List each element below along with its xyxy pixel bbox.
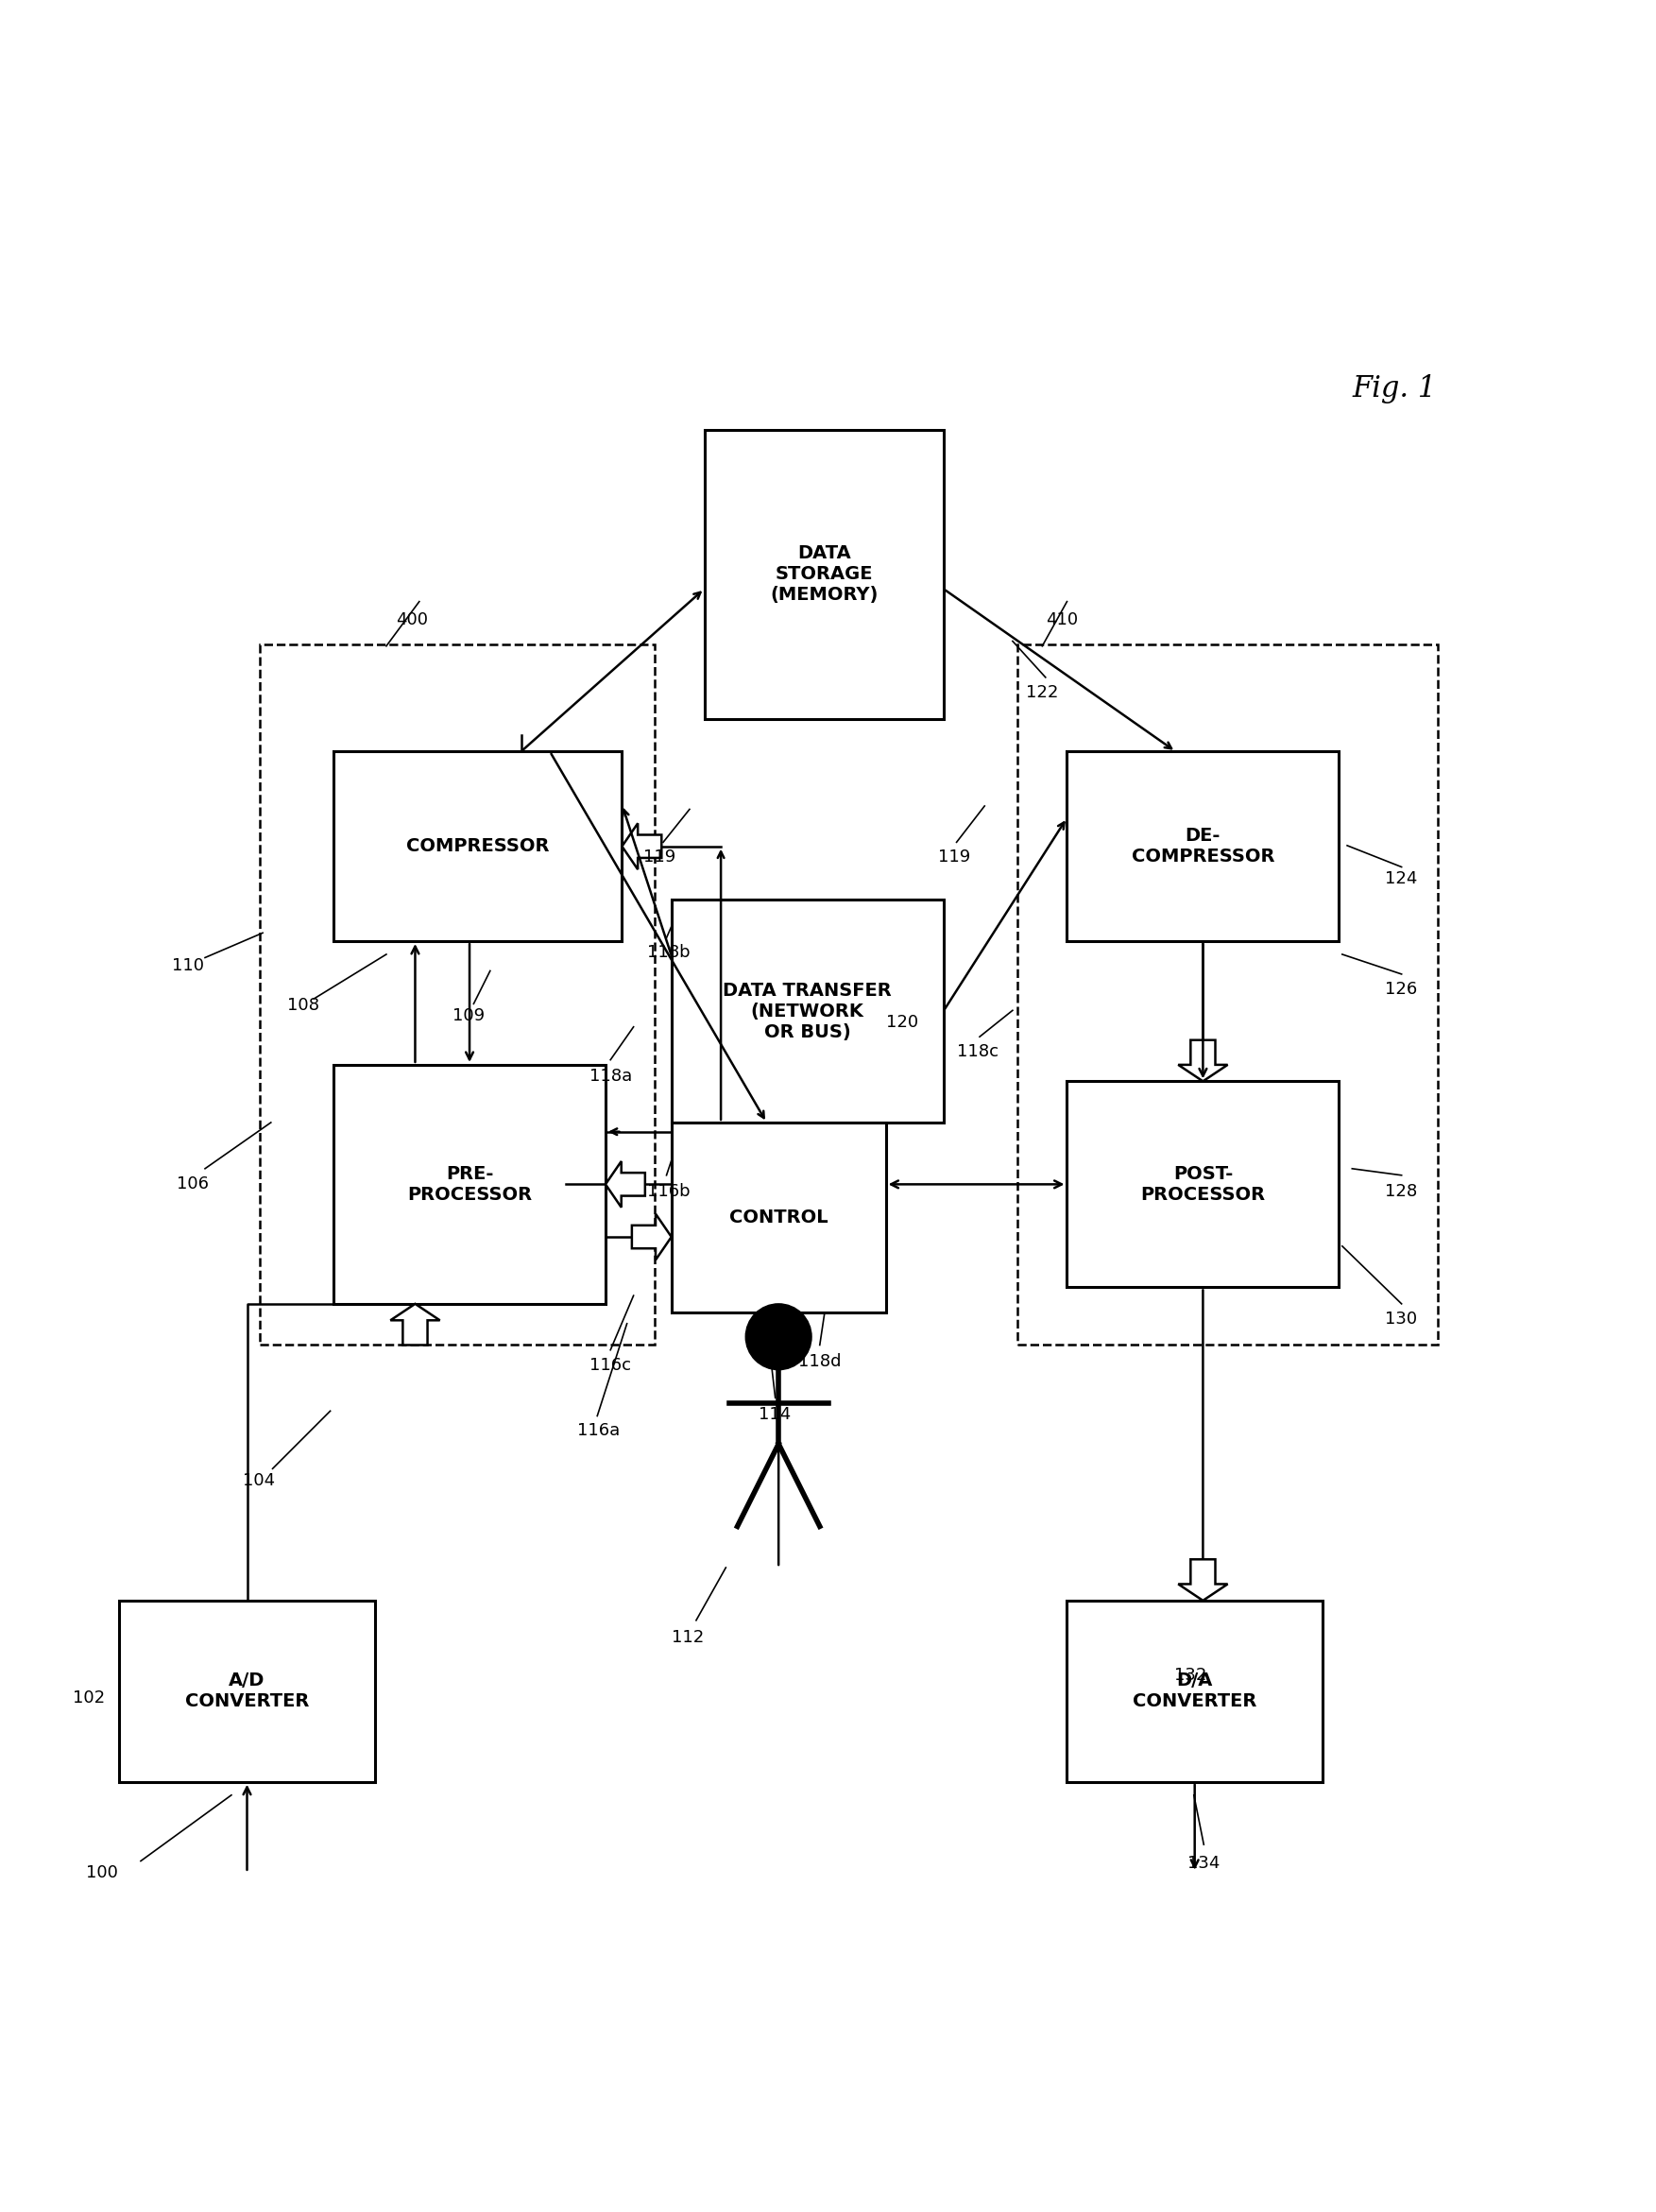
Bar — [1017, 644, 1437, 1345]
Text: 112: 112 — [671, 1628, 704, 1646]
Text: D/A
CONVERTER: D/A CONVERTER — [1133, 1672, 1257, 1710]
Text: 116a: 116a — [578, 1422, 621, 1440]
Polygon shape — [391, 1303, 440, 1345]
Text: 119: 119 — [939, 849, 970, 865]
Text: 102: 102 — [73, 1690, 106, 1705]
Text: Fig. 1: Fig. 1 — [1351, 374, 1436, 405]
Polygon shape — [633, 1214, 671, 1261]
Bar — [333, 752, 623, 940]
Bar — [1066, 752, 1340, 940]
Bar — [671, 900, 944, 1121]
Bar — [1066, 1601, 1323, 1783]
Text: 124: 124 — [1384, 869, 1418, 887]
Text: COMPRESSOR: COMPRESSOR — [406, 838, 550, 856]
Text: 118c: 118c — [957, 1044, 999, 1060]
Polygon shape — [606, 1161, 646, 1208]
Bar — [704, 429, 944, 719]
Text: 126: 126 — [1384, 980, 1418, 998]
Text: 130: 130 — [1384, 1310, 1418, 1327]
Text: POST-
PROCESSOR: POST- PROCESSOR — [1141, 1166, 1265, 1203]
Text: 116b: 116b — [647, 1183, 691, 1201]
Bar — [260, 644, 654, 1345]
Bar — [1066, 1082, 1340, 1287]
Text: DATA TRANSFER
(NETWORK
OR BUS): DATA TRANSFER (NETWORK OR BUS) — [724, 982, 893, 1042]
Text: 120: 120 — [886, 1013, 917, 1031]
Text: DE-
COMPRESSOR: DE- COMPRESSOR — [1131, 827, 1275, 865]
Text: PRE-
PROCESSOR: PRE- PROCESSOR — [407, 1166, 532, 1203]
Text: 114: 114 — [758, 1407, 792, 1422]
Text: CONTROL: CONTROL — [729, 1208, 828, 1225]
Text: 118a: 118a — [590, 1068, 633, 1086]
Bar — [119, 1601, 374, 1783]
Text: A/D
CONVERTER: A/D CONVERTER — [185, 1672, 310, 1710]
Text: 118d: 118d — [798, 1354, 841, 1369]
Circle shape — [745, 1303, 811, 1369]
Bar — [671, 1121, 886, 1312]
Bar — [333, 1064, 606, 1303]
Text: 110: 110 — [172, 958, 204, 975]
Polygon shape — [623, 823, 661, 869]
Polygon shape — [1177, 1559, 1227, 1601]
Text: 132: 132 — [1174, 1666, 1207, 1683]
Text: 128: 128 — [1384, 1183, 1418, 1201]
Text: 400: 400 — [396, 611, 429, 628]
Text: 122: 122 — [1025, 684, 1058, 701]
Text: 104: 104 — [243, 1471, 275, 1489]
Text: 106: 106 — [177, 1175, 209, 1192]
Polygon shape — [1177, 1040, 1227, 1082]
Text: 410: 410 — [1045, 611, 1078, 628]
Text: 100: 100 — [86, 1865, 118, 1880]
Text: 119: 119 — [644, 849, 676, 865]
Text: 134: 134 — [1187, 1854, 1220, 1871]
Text: 108: 108 — [288, 998, 320, 1013]
Text: 118b: 118b — [647, 945, 691, 962]
Text: DATA
STORAGE
(MEMORY): DATA STORAGE (MEMORY) — [770, 544, 878, 604]
Text: 109: 109 — [452, 1006, 485, 1024]
Text: 116c: 116c — [590, 1356, 631, 1374]
